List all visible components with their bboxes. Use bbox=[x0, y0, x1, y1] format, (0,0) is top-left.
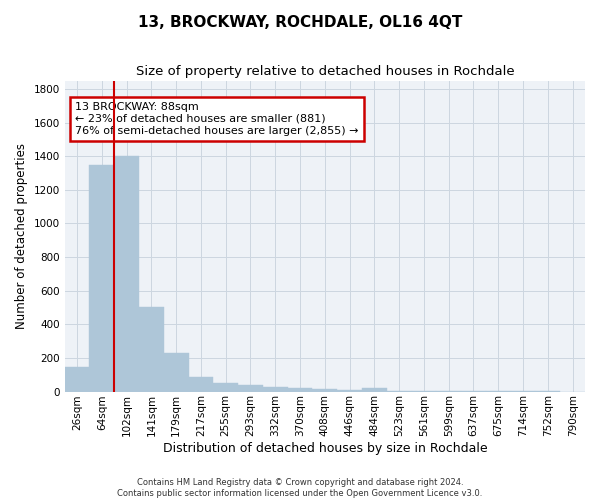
Bar bbox=[362, 388, 387, 392]
Text: 13, BROCKWAY, ROCHDALE, OL16 4QT: 13, BROCKWAY, ROCHDALE, OL16 4QT bbox=[138, 15, 462, 30]
Bar bbox=[387, 390, 412, 392]
Bar bbox=[263, 387, 287, 392]
Bar bbox=[412, 391, 436, 392]
Bar bbox=[89, 166, 114, 392]
Bar bbox=[139, 308, 164, 392]
Bar bbox=[238, 385, 263, 392]
Bar bbox=[164, 353, 188, 392]
Bar bbox=[214, 383, 238, 392]
Text: 13 BROCKWAY: 88sqm
← 23% of detached houses are smaller (881)
76% of semi-detach: 13 BROCKWAY: 88sqm ← 23% of detached hou… bbox=[75, 102, 359, 136]
Bar bbox=[188, 378, 214, 392]
X-axis label: Distribution of detached houses by size in Rochdale: Distribution of detached houses by size … bbox=[163, 442, 487, 455]
Y-axis label: Number of detached properties: Number of detached properties bbox=[15, 143, 28, 329]
Title: Size of property relative to detached houses in Rochdale: Size of property relative to detached ho… bbox=[136, 65, 514, 78]
Bar bbox=[337, 390, 362, 392]
Bar bbox=[287, 388, 313, 392]
Text: Contains HM Land Registry data © Crown copyright and database right 2024.
Contai: Contains HM Land Registry data © Crown c… bbox=[118, 478, 482, 498]
Bar bbox=[114, 156, 139, 392]
Bar bbox=[65, 367, 89, 392]
Bar bbox=[313, 389, 337, 392]
